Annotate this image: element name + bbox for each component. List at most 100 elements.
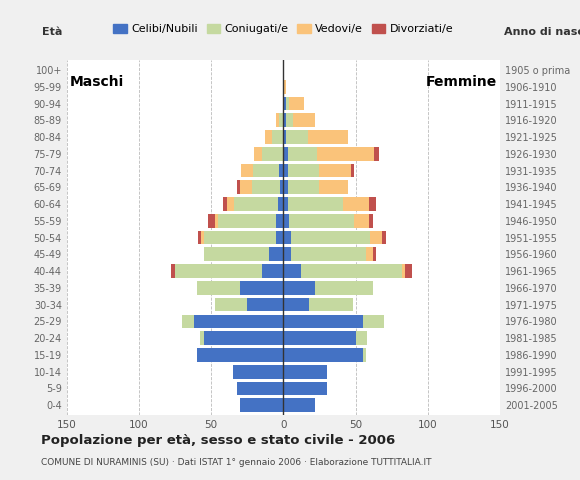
- Bar: [283, 214, 289, 228]
- Bar: [279, 113, 283, 127]
- Text: Anno di nascita: Anno di nascita: [504, 27, 580, 37]
- Bar: [175, 264, 262, 278]
- Bar: [370, 231, 382, 244]
- Bar: [283, 130, 286, 144]
- Bar: [308, 130, 349, 144]
- Bar: [283, 314, 362, 328]
- Bar: [288, 197, 343, 211]
- Bar: [227, 197, 234, 211]
- Bar: [204, 248, 269, 261]
- Bar: [252, 180, 281, 194]
- Bar: [320, 180, 349, 194]
- Bar: [283, 398, 315, 412]
- Bar: [291, 231, 370, 244]
- Bar: [215, 298, 247, 312]
- Bar: [289, 96, 303, 110]
- Text: Femmine: Femmine: [426, 75, 497, 89]
- Bar: [283, 348, 362, 362]
- Bar: [208, 214, 215, 228]
- Bar: [309, 298, 353, 312]
- Text: Maschi: Maschi: [70, 75, 124, 89]
- Bar: [204, 231, 276, 244]
- Bar: [283, 197, 288, 211]
- Bar: [278, 197, 283, 211]
- Bar: [223, 197, 227, 211]
- Bar: [368, 214, 373, 228]
- Bar: [283, 147, 288, 161]
- Bar: [283, 164, 288, 178]
- Bar: [315, 281, 373, 295]
- Bar: [234, 197, 278, 211]
- Bar: [320, 164, 351, 178]
- Bar: [197, 348, 283, 362]
- Bar: [283, 365, 327, 379]
- Bar: [171, 264, 175, 278]
- Legend: Celibi/Nubili, Coniugati/e, Vedovi/e, Divorziati/e: Celibi/Nubili, Coniugati/e, Vedovi/e, Di…: [109, 19, 458, 39]
- Bar: [373, 248, 376, 261]
- Bar: [200, 331, 204, 345]
- Bar: [343, 197, 368, 211]
- Bar: [365, 248, 373, 261]
- Bar: [283, 298, 309, 312]
- Text: Età: Età: [42, 27, 63, 37]
- Bar: [276, 214, 283, 228]
- Bar: [362, 314, 385, 328]
- Bar: [291, 248, 365, 261]
- Bar: [194, 314, 283, 328]
- Bar: [286, 96, 289, 110]
- Bar: [283, 264, 300, 278]
- Bar: [198, 231, 201, 244]
- Bar: [237, 180, 240, 194]
- Bar: [262, 147, 283, 161]
- Text: COMUNE DI NURAMINIS (SU) · Dati ISTAT 1° gennaio 2006 · Elaborazione TUTTITALIA.: COMUNE DI NURAMINIS (SU) · Dati ISTAT 1°…: [41, 458, 431, 468]
- Bar: [197, 281, 240, 295]
- Bar: [215, 214, 218, 228]
- Bar: [283, 231, 291, 244]
- Bar: [283, 96, 286, 110]
- Bar: [283, 80, 286, 94]
- Bar: [269, 248, 283, 261]
- Bar: [300, 264, 402, 278]
- Bar: [276, 113, 279, 127]
- Bar: [354, 214, 368, 228]
- Bar: [382, 231, 386, 244]
- Bar: [288, 147, 317, 161]
- Bar: [368, 197, 376, 211]
- Bar: [317, 147, 374, 161]
- Bar: [279, 164, 283, 178]
- Bar: [362, 348, 365, 362]
- Bar: [283, 281, 315, 295]
- Bar: [264, 130, 272, 144]
- Bar: [241, 164, 253, 178]
- Bar: [240, 180, 252, 194]
- Text: Popolazione per età, sesso e stato civile - 2006: Popolazione per età, sesso e stato civil…: [41, 434, 395, 447]
- Bar: [283, 113, 286, 127]
- Bar: [262, 264, 283, 278]
- Bar: [288, 180, 320, 194]
- Bar: [247, 298, 283, 312]
- Bar: [281, 180, 283, 194]
- Bar: [286, 130, 308, 144]
- Bar: [201, 231, 204, 244]
- Bar: [233, 365, 283, 379]
- Bar: [240, 281, 283, 295]
- Bar: [237, 382, 283, 395]
- Bar: [283, 248, 291, 261]
- Bar: [255, 147, 262, 161]
- Bar: [253, 164, 279, 178]
- Bar: [293, 113, 315, 127]
- Bar: [182, 314, 194, 328]
- Bar: [288, 164, 320, 178]
- Bar: [272, 130, 283, 144]
- Bar: [204, 331, 283, 345]
- Bar: [286, 113, 293, 127]
- Bar: [283, 331, 356, 345]
- Bar: [240, 398, 283, 412]
- Bar: [374, 147, 379, 161]
- Bar: [356, 331, 367, 345]
- Bar: [289, 214, 354, 228]
- Bar: [405, 264, 412, 278]
- Bar: [402, 264, 405, 278]
- Bar: [283, 382, 327, 395]
- Bar: [218, 214, 276, 228]
